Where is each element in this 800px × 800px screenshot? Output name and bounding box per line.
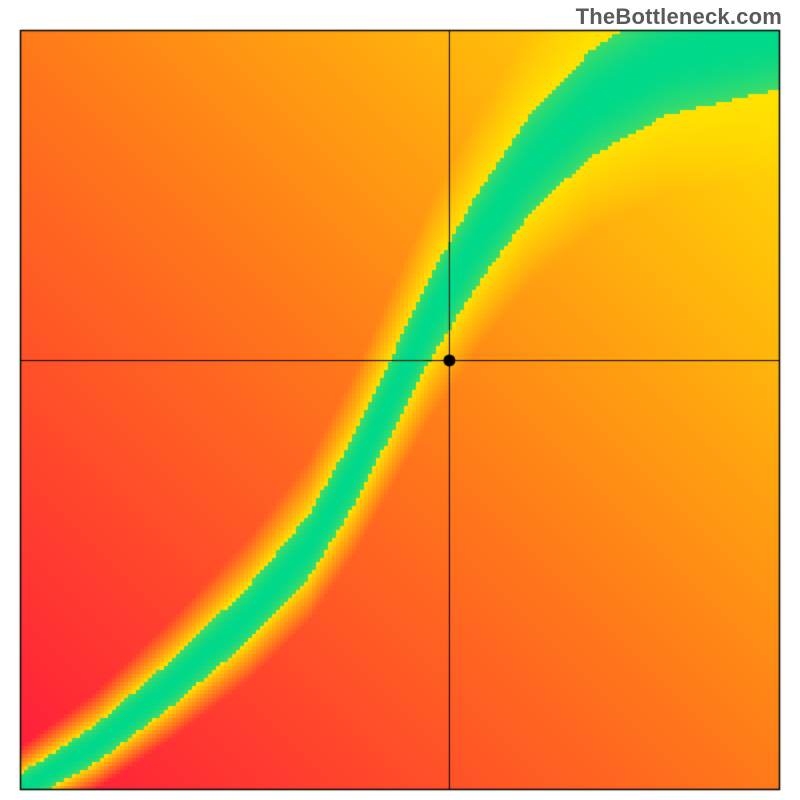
chart-container: TheBottleneck.com (0, 0, 800, 800)
bottleneck-heatmap (0, 0, 800, 800)
watermark-text: TheBottleneck.com (576, 4, 782, 30)
